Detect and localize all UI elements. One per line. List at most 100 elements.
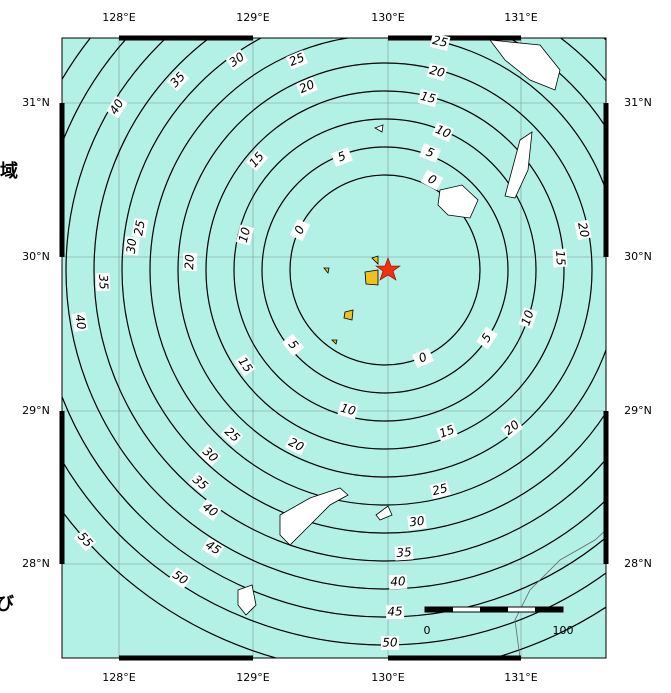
contour-label-bg: [168, 567, 192, 589]
islands: [237, 39, 606, 658]
contour-label-bg: [245, 148, 269, 172]
contour-label-bg: [429, 33, 451, 51]
contour-label: 30: [124, 237, 139, 254]
contour-label-bg: [182, 252, 198, 272]
contour-label-bg: [411, 348, 435, 368]
lon-label: 130°E: [371, 11, 404, 24]
scale-label: 100: [553, 624, 574, 637]
contour: [121, 38, 606, 534]
contour-label: 35: [396, 545, 412, 560]
contour-label-bg: [419, 143, 441, 163]
contour: [177, 62, 593, 478]
lat-label: 28°N: [22, 557, 50, 570]
contour-label-bg: [236, 224, 254, 246]
contour-label: 20: [297, 77, 317, 96]
contour: [65, 38, 606, 590]
contour-label-bg: [124, 236, 140, 256]
contour-label-bg: [284, 434, 308, 456]
contour-label-bg: [131, 217, 149, 239]
contour: [93, 38, 606, 562]
contour-label-bg: [407, 513, 427, 531]
side-text: び: [0, 594, 15, 615]
lat-label: 31°N: [22, 96, 50, 109]
contour-label: 30: [408, 514, 425, 530]
lon-label: 129°E: [236, 671, 269, 684]
contour-label: 45: [387, 604, 403, 618]
contour-label: 10: [236, 225, 253, 244]
contour: [62, 38, 606, 618]
contour-label-bg: [500, 416, 524, 440]
sea: [62, 38, 606, 658]
side-text: 域: [0, 160, 18, 182]
contour-label-bg: [95, 272, 111, 292]
lon-label: 128°E: [102, 671, 135, 684]
contour-label-bg: [106, 95, 128, 119]
contour-label-bg: [429, 481, 451, 499]
contour-label: 20: [286, 435, 306, 455]
contour-label: 10: [339, 401, 358, 419]
contour-label-bg: [420, 169, 444, 191]
contour-label-bg: [552, 248, 568, 268]
contour-label-bg: [394, 545, 414, 561]
lon-label: 128°E: [102, 11, 135, 24]
frame: [61, 37, 607, 659]
contour-label-bg: [281, 333, 305, 357]
contour-label-bg: [476, 326, 498, 350]
contour-label-bg: [289, 218, 311, 242]
contour-label-bg: [73, 528, 97, 552]
lat-label: 31°N: [624, 96, 652, 109]
contour-label: 20: [182, 254, 197, 270]
lon-label: 129°E: [236, 11, 269, 24]
contour: [205, 90, 565, 450]
contour-label-bg: [417, 89, 439, 107]
contour-label-bg: [198, 443, 222, 467]
epicenter: [375, 257, 401, 281]
contour-label: 50: [382, 635, 398, 649]
contour-label: 15: [437, 422, 456, 441]
contour-label: 15: [419, 89, 437, 106]
contour-label: 25: [431, 481, 449, 498]
lon-label: 131°E: [504, 671, 537, 684]
contour-label-bg: [337, 400, 359, 420]
contour-label: 25: [431, 33, 449, 50]
contour: [289, 174, 481, 366]
contour: [149, 38, 606, 506]
contour-label: 10: [518, 308, 536, 327]
scale-bar: [424, 606, 564, 613]
contour-label-bg: [166, 68, 190, 92]
contour-label: 25: [131, 219, 147, 236]
lat-label: 28°N: [624, 557, 652, 570]
contour-label-bg: [225, 49, 249, 71]
contour-label: 10: [433, 122, 453, 141]
contour-label-bg: [518, 307, 538, 329]
contour: [261, 146, 509, 394]
contour-label-bg: [436, 422, 458, 442]
contour-label-bg: [388, 574, 408, 590]
lon-label: 131°E: [504, 11, 537, 24]
contour: [233, 118, 537, 422]
contour-label-bg: [285, 50, 309, 70]
contour-label-bg: [234, 353, 256, 377]
contour-label-bg: [295, 77, 319, 97]
contour-label-bg: [71, 311, 89, 333]
contour-label-bg: [201, 537, 225, 559]
contour-label-bg: [574, 219, 592, 241]
contour-label: 20: [575, 221, 592, 239]
contour-label: 25: [287, 50, 307, 69]
contour-label-bg: [198, 499, 222, 521]
lat-label: 29°N: [624, 404, 652, 417]
contour-label: 40: [390, 574, 406, 589]
contour-label-bg: [331, 147, 353, 167]
scale-label: 0: [424, 624, 431, 637]
contour-label: 35: [96, 274, 111, 290]
contour-label-bg: [220, 423, 244, 447]
lon-label: 130°E: [371, 671, 404, 684]
contour-label-bg: [431, 122, 455, 142]
lat-label: 30°N: [624, 250, 652, 263]
contour-label: 20: [428, 63, 447, 81]
contour-label-bg: [188, 471, 212, 495]
contour-label-bg: [426, 62, 448, 82]
contour-label: 15: [553, 250, 568, 266]
contour-label-bg: [385, 604, 405, 620]
